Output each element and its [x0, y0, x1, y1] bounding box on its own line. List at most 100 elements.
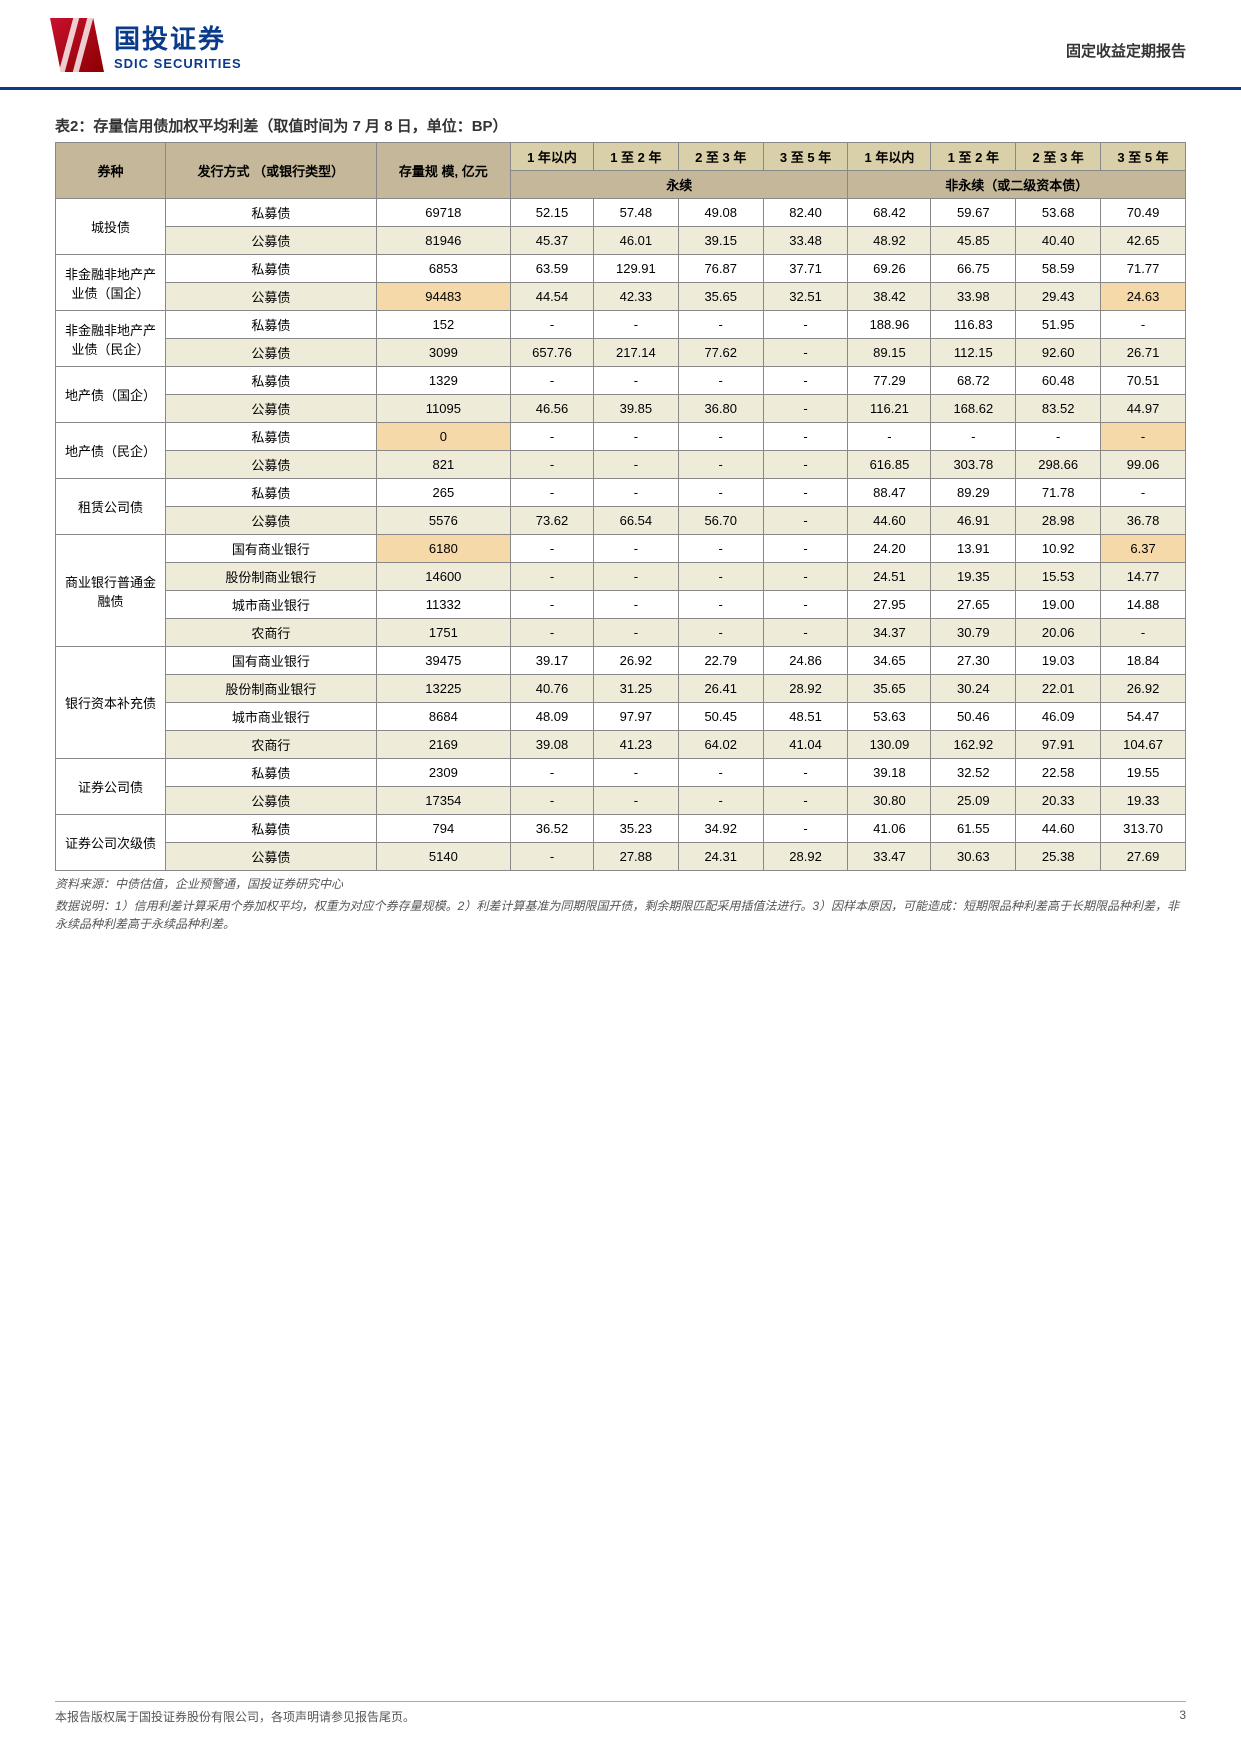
cell-value: 99.06 [1101, 451, 1186, 479]
cell-type: 私募债 [166, 199, 377, 227]
cell-value: 50.45 [678, 703, 763, 731]
cell-value: 22.58 [1016, 759, 1101, 787]
cell-value: 18.84 [1101, 647, 1186, 675]
doc-type: 固定收益定期报告 [1066, 40, 1186, 61]
table-row: 非金融非地产产 业债（民企）私募债152----188.96116.8351.9… [56, 311, 1186, 339]
cell-value: 20.33 [1016, 787, 1101, 815]
cell-value: 35.65 [678, 283, 763, 311]
cell-value: 30.24 [931, 675, 1016, 703]
cell-value: 30.63 [931, 843, 1016, 871]
cell-value: 40.40 [1016, 227, 1101, 255]
cell-value: 27.65 [931, 591, 1016, 619]
cell-value: 26.92 [1101, 675, 1186, 703]
cell-value: 48.92 [848, 227, 931, 255]
cell-value: 89.29 [931, 479, 1016, 507]
cell-type: 私募债 [166, 815, 377, 843]
th-scale: 存量规 模, 亿元 [376, 143, 510, 199]
cell-value: 28.92 [763, 843, 848, 871]
cell-type: 私募债 [166, 423, 377, 451]
cell-value: - [763, 815, 848, 843]
cell-value: 83.52 [1016, 395, 1101, 423]
cell-value: 112.15 [931, 339, 1016, 367]
cell-scale: 5140 [376, 843, 510, 871]
cell-value: - [763, 787, 848, 815]
cell-value: 97.91 [1016, 731, 1101, 759]
cell-value: 42.33 [593, 283, 678, 311]
cell-type: 私募债 [166, 479, 377, 507]
cell-value: - [763, 395, 848, 423]
cell-value: - [678, 451, 763, 479]
cell-scale: 1751 [376, 619, 510, 647]
table-row: 证券公司债私募债2309----39.1832.5222.5819.55 [56, 759, 1186, 787]
cell-value: 313.70 [1101, 815, 1186, 843]
table-body: 城投债私募债6971852.1557.4849.0882.4068.4259.6… [56, 199, 1186, 871]
cell-value: 129.91 [593, 255, 678, 283]
cell-value: - [678, 311, 763, 339]
cell-value: - [511, 591, 594, 619]
cell-value: - [763, 339, 848, 367]
cell-value: 37.71 [763, 255, 848, 283]
cell-value: - [678, 759, 763, 787]
cell-value: 53.63 [848, 703, 931, 731]
cell-category: 银行资本补充债 [56, 647, 166, 759]
content: 表2：存量信用债加权平均利差（取值时间为 7 月 8 日，单位：BP） 券种 发… [0, 90, 1241, 933]
table-row: 公募债9448344.5442.3335.6532.5138.4233.9829… [56, 283, 1186, 311]
cell-type: 国有商业银行 [166, 647, 377, 675]
cell-value: - [1101, 479, 1186, 507]
cell-value: 26.41 [678, 675, 763, 703]
cell-value: 33.48 [763, 227, 848, 255]
footer-left: 本报告版权属于国投证券股份有限公司，各项声明请参见报告尾页。 [55, 1708, 415, 1725]
cell-value: - [763, 535, 848, 563]
cell-category: 商业银行普通金 融债 [56, 535, 166, 647]
cell-value: 657.76 [511, 339, 594, 367]
cell-value: - [678, 563, 763, 591]
cell-type: 农商行 [166, 619, 377, 647]
table-row: 城市商业银行11332----27.9527.6519.0014.88 [56, 591, 1186, 619]
header-bar: 国投证券 SDIC SECURITIES 固定收益定期报告 [0, 0, 1241, 90]
cell-scale: 3099 [376, 339, 510, 367]
logo-block: 国投证券 SDIC SECURITIES [50, 18, 242, 72]
cell-scale: 11332 [376, 591, 510, 619]
cell-type: 公募债 [166, 787, 377, 815]
cell-value: 92.60 [1016, 339, 1101, 367]
cell-value: 35.65 [848, 675, 931, 703]
cell-value: 46.09 [1016, 703, 1101, 731]
cell-type: 公募债 [166, 339, 377, 367]
cell-value: 24.86 [763, 647, 848, 675]
cell-value: 41.23 [593, 731, 678, 759]
cell-value: - [511, 787, 594, 815]
table-row: 银行资本补充债国有商业银行3947539.1726.9222.7924.8634… [56, 647, 1186, 675]
cell-value: 97.97 [593, 703, 678, 731]
cell-value: 20.06 [1016, 619, 1101, 647]
logo-cn: 国投证券 [114, 19, 242, 56]
cell-value: - [1101, 423, 1186, 451]
cell-value: 48.51 [763, 703, 848, 731]
cell-type: 农商行 [166, 731, 377, 759]
cell-scale: 8684 [376, 703, 510, 731]
cell-value: 27.88 [593, 843, 678, 871]
cell-value: 58.59 [1016, 255, 1101, 283]
cell-value: - [678, 479, 763, 507]
cell-value: 46.56 [511, 395, 594, 423]
logo-en: SDIC SECURITIES [114, 56, 242, 71]
table-row: 证券公司次级债私募债79436.5235.2334.92-41.0661.554… [56, 815, 1186, 843]
cell-value: - [678, 535, 763, 563]
table-row: 农商行216939.0841.2364.0241.04130.09162.929… [56, 731, 1186, 759]
cell-value: 73.62 [511, 507, 594, 535]
cell-value: 616.85 [848, 451, 931, 479]
cell-value: 54.47 [1101, 703, 1186, 731]
cell-value: - [593, 479, 678, 507]
cell-value: 28.98 [1016, 507, 1101, 535]
cell-value: - [593, 591, 678, 619]
cell-value: 30.79 [931, 619, 1016, 647]
cell-value: 77.62 [678, 339, 763, 367]
th-p1: 1 年以内 [511, 143, 594, 171]
cell-type: 城市商业银行 [166, 703, 377, 731]
cell-value: 26.92 [593, 647, 678, 675]
cell-value: 33.47 [848, 843, 931, 871]
cell-value: 52.15 [511, 199, 594, 227]
cell-value: 24.51 [848, 563, 931, 591]
cell-value: - [593, 787, 678, 815]
cell-value: - [678, 619, 763, 647]
cell-type: 城市商业银行 [166, 591, 377, 619]
